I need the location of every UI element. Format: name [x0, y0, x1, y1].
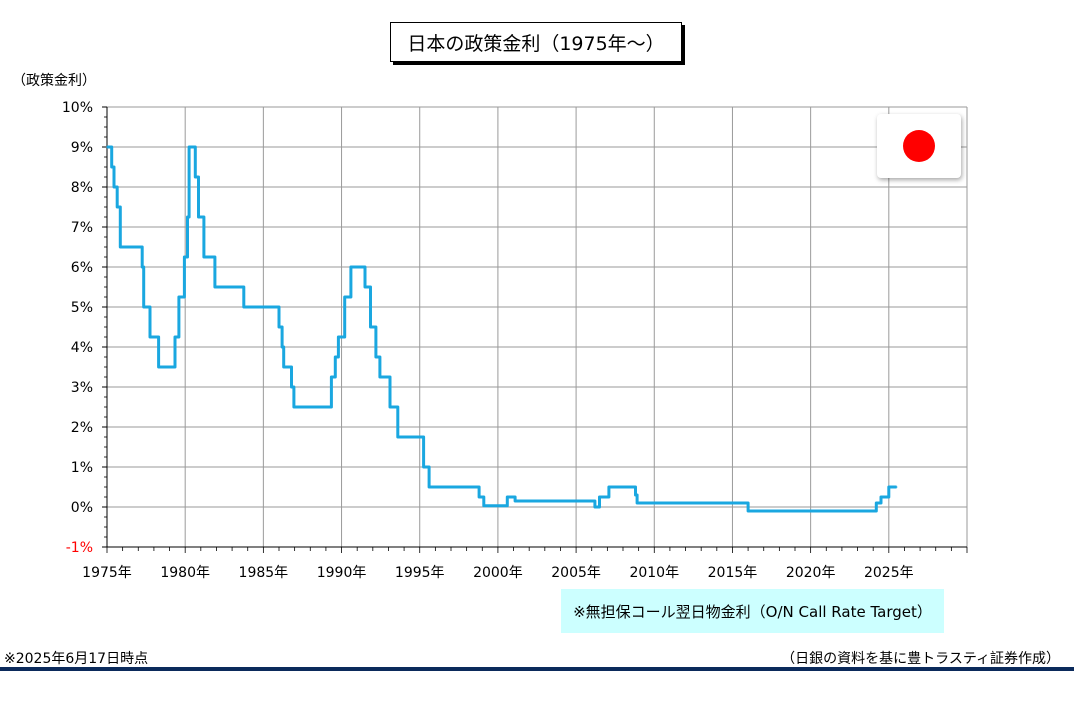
- data-point: [337, 336, 340, 338]
- japan-flag-icon: [877, 114, 961, 178]
- x-tick-label: 1995年: [395, 565, 445, 581]
- x-tick-label: 2015年: [708, 565, 758, 581]
- data-point: [203, 256, 205, 258]
- data-point: [334, 356, 337, 358]
- data-point: [174, 336, 176, 338]
- data-point: [186, 216, 189, 218]
- data-point: [282, 366, 285, 368]
- data-point: [183, 256, 186, 258]
- data-point: [875, 502, 878, 504]
- data-point: [478, 496, 480, 498]
- data-point: [634, 494, 637, 496]
- data-point: [330, 376, 333, 378]
- data-point: [379, 376, 381, 378]
- data-point: [194, 176, 197, 178]
- data-point: [880, 496, 882, 498]
- y-tick-label: 9%: [71, 140, 93, 156]
- data-point: [608, 486, 610, 488]
- data-point: [116, 206, 118, 208]
- data-point: [157, 366, 160, 368]
- data-point: [389, 406, 391, 408]
- x-tick-label: 2005年: [551, 565, 601, 581]
- data-point: [243, 306, 245, 308]
- data-point: [110, 166, 113, 168]
- data-point: [636, 502, 638, 504]
- y-tick-label: 5%: [71, 300, 93, 316]
- series-note: ※無担保コール翌日物金利（O/N Call Rate Target）: [561, 589, 944, 633]
- data-point: [293, 406, 295, 408]
- x-tick-label: 2025年: [864, 565, 914, 581]
- data-point: [422, 466, 425, 468]
- data-point: [397, 436, 399, 438]
- x-tick-label: 1985年: [239, 565, 289, 581]
- chart-title-text: 日本の政策金利（1975年〜）: [407, 32, 665, 55]
- data-point: [141, 266, 143, 268]
- y-tick-label: 3%: [71, 380, 93, 396]
- y-tick-label: 0%: [71, 500, 93, 516]
- data-point: [214, 286, 216, 288]
- data-point: [506, 496, 509, 498]
- source-credit: （日銀の資料を基に豊トラスティ証券作成）: [781, 651, 1060, 667]
- data-point: [598, 496, 601, 498]
- data-point: [483, 505, 485, 507]
- data-point: [113, 186, 115, 188]
- data-point: [369, 326, 372, 328]
- data-point: [178, 296, 180, 298]
- data-point: [350, 266, 352, 268]
- series-line: [107, 145, 897, 513]
- data-point: [428, 486, 430, 488]
- data-point: [375, 356, 377, 358]
- data-point: [149, 336, 151, 338]
- data-point: [119, 246, 122, 248]
- y-tick-label: 10%: [62, 100, 93, 116]
- data-point: [747, 510, 749, 512]
- data-point: [594, 506, 596, 508]
- data-point: [290, 386, 293, 388]
- x-tick-label: 1975年: [82, 565, 132, 581]
- footer-divider: [0, 667, 1074, 671]
- x-tick-label: 1980年: [160, 565, 210, 581]
- data-point: [888, 486, 890, 488]
- y-tick-label: -1%: [66, 540, 93, 556]
- y-tick-label: 8%: [71, 180, 93, 196]
- japan-flag-sun: [903, 130, 935, 162]
- data-point: [343, 296, 346, 298]
- x-tick-label: 2010年: [629, 565, 679, 581]
- x-tick-label: 2000年: [473, 565, 523, 581]
- y-tick-label: 4%: [71, 340, 93, 356]
- y-tick-label: 1%: [71, 460, 93, 476]
- x-tick-label: 2020年: [786, 565, 836, 581]
- x-tick-label: 1990年: [317, 565, 367, 581]
- data-point: [188, 146, 190, 148]
- y-tick-label: 2%: [71, 420, 93, 436]
- data-point: [197, 216, 200, 218]
- y-tick-label: 7%: [71, 220, 93, 236]
- data-point: [278, 326, 280, 328]
- as-of-date: ※2025年6月17日時点: [4, 651, 149, 667]
- data-point: [364, 286, 366, 288]
- y-tick-label: 6%: [71, 260, 93, 276]
- data-point: [281, 346, 283, 348]
- chart-title: 日本の政策金利（1975年〜）: [390, 22, 682, 62]
- data-point: [514, 500, 516, 502]
- data-point: [895, 486, 898, 488]
- y-axis-unit-label: （政策金利）: [12, 73, 96, 89]
- data-point: [142, 306, 145, 308]
- data-point: [106, 146, 108, 148]
